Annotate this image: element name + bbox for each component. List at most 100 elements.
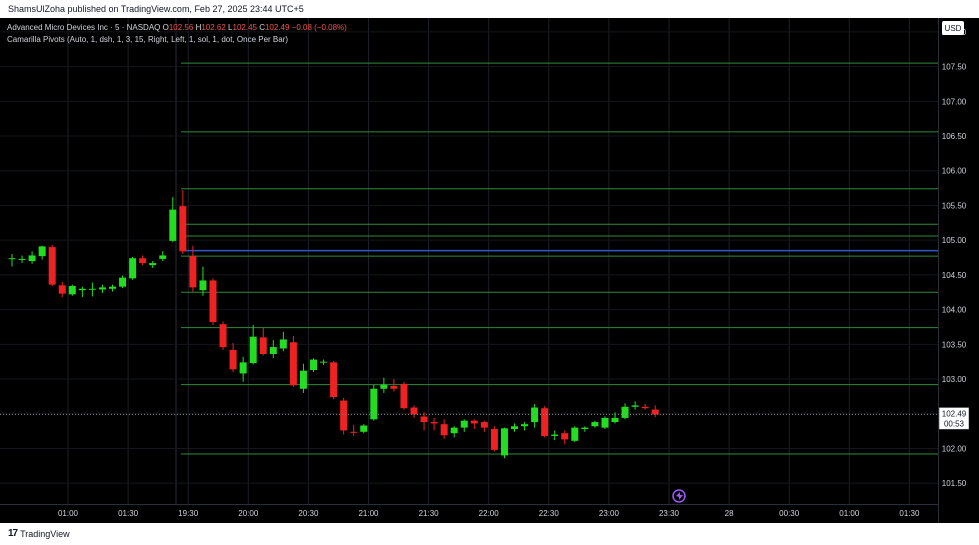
candle-body bbox=[400, 383, 408, 409]
x-tick-label: 01:00 bbox=[839, 509, 860, 518]
candle-body bbox=[109, 286, 116, 289]
candle-body bbox=[129, 258, 137, 279]
x-tick-label: 22:00 bbox=[479, 509, 500, 518]
y-tick-label: 102.00 bbox=[942, 444, 967, 453]
candle-body bbox=[38, 246, 46, 257]
currency-box[interactable] bbox=[942, 21, 964, 35]
candle-body bbox=[541, 408, 549, 436]
symbol-title[interactable]: Advanced Micro Devices Inc · 5 · NASDAQ bbox=[7, 23, 161, 32]
candle-body bbox=[8, 258, 16, 260]
candle-body bbox=[521, 424, 529, 427]
open-label: O bbox=[162, 23, 169, 32]
candle-body bbox=[88, 288, 96, 290]
candle-body bbox=[340, 400, 348, 431]
x-tick-label: 00:30 bbox=[779, 509, 800, 518]
x-tick-label: 19:30 bbox=[178, 509, 199, 518]
candle-body bbox=[68, 285, 76, 295]
candle-body bbox=[511, 426, 518, 430]
y-tick-label: 104.50 bbox=[942, 271, 967, 280]
candle-body bbox=[480, 422, 488, 428]
x-tick-label: 01:30 bbox=[118, 509, 139, 518]
change-value: −0.08 (−0.08%) bbox=[291, 23, 347, 32]
candle-body bbox=[621, 406, 629, 418]
symbol-legend[interactable]: Advanced Micro Devices Inc · 5 · NASDAQ … bbox=[7, 23, 347, 32]
price-chart[interactable]: 01:00 01:30 19:30 20:00 20:30 21:00 21:30 22:00… bbox=[0, 18, 979, 523]
footer: 17 TradingView bbox=[0, 523, 979, 545]
candle-body bbox=[219, 324, 227, 348]
candle-body bbox=[239, 362, 247, 374]
low-value: 102.45 bbox=[232, 23, 257, 32]
chart-area[interactable]: 01:00 01:30 19:30 20:00 20:30 21:00 21:30 22:00… bbox=[0, 18, 979, 523]
candle-body bbox=[651, 409, 659, 415]
x-tick-label: 20:00 bbox=[238, 509, 259, 518]
candle-body bbox=[470, 420, 478, 424]
candle-body bbox=[641, 406, 649, 409]
high-label: H bbox=[195, 23, 202, 32]
indicator-legend[interactable]: Camarilla Pivots (Auto, 1, dsh, 1, 3, 15… bbox=[7, 35, 289, 44]
candle-body bbox=[330, 362, 338, 398]
candle-body bbox=[360, 425, 368, 432]
candle-body bbox=[28, 255, 36, 261]
candle-body bbox=[350, 431, 358, 433]
y-tick-label: 107.50 bbox=[942, 63, 967, 72]
y-tick-label: 105.00 bbox=[942, 236, 967, 245]
candle-body bbox=[48, 247, 56, 285]
candle-body bbox=[591, 422, 599, 427]
publisher-line: ShamsUlZoha published on TradingView.com… bbox=[8, 4, 304, 14]
candle-body bbox=[249, 336, 257, 364]
low-label: L bbox=[228, 23, 233, 32]
candle-body bbox=[98, 287, 106, 290]
candle-body bbox=[601, 417, 609, 428]
price-tag-countdown: 00:53 bbox=[944, 419, 965, 428]
high-value: 102.62 bbox=[201, 23, 226, 32]
y-tick-label: 103.50 bbox=[942, 340, 967, 349]
candle-body bbox=[149, 263, 157, 266]
y-tick-label: 101.50 bbox=[942, 479, 967, 488]
candle-body bbox=[209, 280, 217, 323]
y-tick-label: 105.50 bbox=[942, 201, 967, 210]
open-value: 102.56 bbox=[168, 23, 194, 32]
x-tick-label: 28 bbox=[725, 509, 734, 518]
candle-body bbox=[490, 429, 498, 450]
candle-body bbox=[581, 427, 589, 430]
candle-body bbox=[460, 420, 468, 428]
y-tick-label: 104.00 bbox=[942, 306, 967, 315]
candle-body bbox=[571, 427, 579, 441]
y-tick-label: 106.50 bbox=[942, 132, 967, 141]
candle-body bbox=[189, 256, 197, 288]
candle-body bbox=[199, 280, 207, 291]
candle-body bbox=[179, 206, 187, 252]
candle-body bbox=[370, 388, 378, 420]
x-tick-label: 01:00 bbox=[58, 509, 79, 518]
y-tick-label: 106.00 bbox=[942, 167, 967, 176]
replay-icon[interactable] bbox=[672, 489, 686, 503]
candle-body bbox=[611, 417, 619, 423]
price-tag-value: 102.49 bbox=[942, 409, 967, 418]
candle-body bbox=[229, 349, 237, 370]
x-tick-label: 23:30 bbox=[659, 509, 680, 518]
time-axis-separator bbox=[0, 504, 938, 505]
close-value: 102.49 bbox=[264, 23, 290, 32]
candle-body bbox=[380, 384, 388, 389]
price-axis-separator bbox=[938, 18, 939, 523]
candle-body bbox=[139, 258, 147, 264]
x-tick-label: 01:30 bbox=[899, 509, 920, 518]
candle-body bbox=[18, 258, 26, 260]
y-tick-label: 103.00 bbox=[942, 375, 967, 384]
candle-body bbox=[430, 422, 438, 424]
x-tick-label: 21:30 bbox=[419, 509, 440, 518]
lightning-icon bbox=[676, 492, 683, 500]
candle-body bbox=[169, 209, 177, 241]
tradingview-logo[interactable]: 17 TradingView bbox=[8, 528, 70, 539]
candle-body bbox=[551, 434, 559, 436]
candle-body bbox=[561, 433, 569, 440]
candle-body bbox=[119, 277, 127, 287]
candle-body bbox=[440, 424, 448, 436]
candle-body bbox=[450, 427, 458, 434]
candle-body bbox=[289, 342, 297, 386]
currency-label[interactable]: USD bbox=[945, 24, 962, 33]
candle-body bbox=[390, 385, 398, 389]
tv-logo-icon: 17 bbox=[8, 528, 18, 539]
x-tick-label: 21:00 bbox=[358, 509, 379, 518]
candle-body bbox=[159, 255, 167, 259]
